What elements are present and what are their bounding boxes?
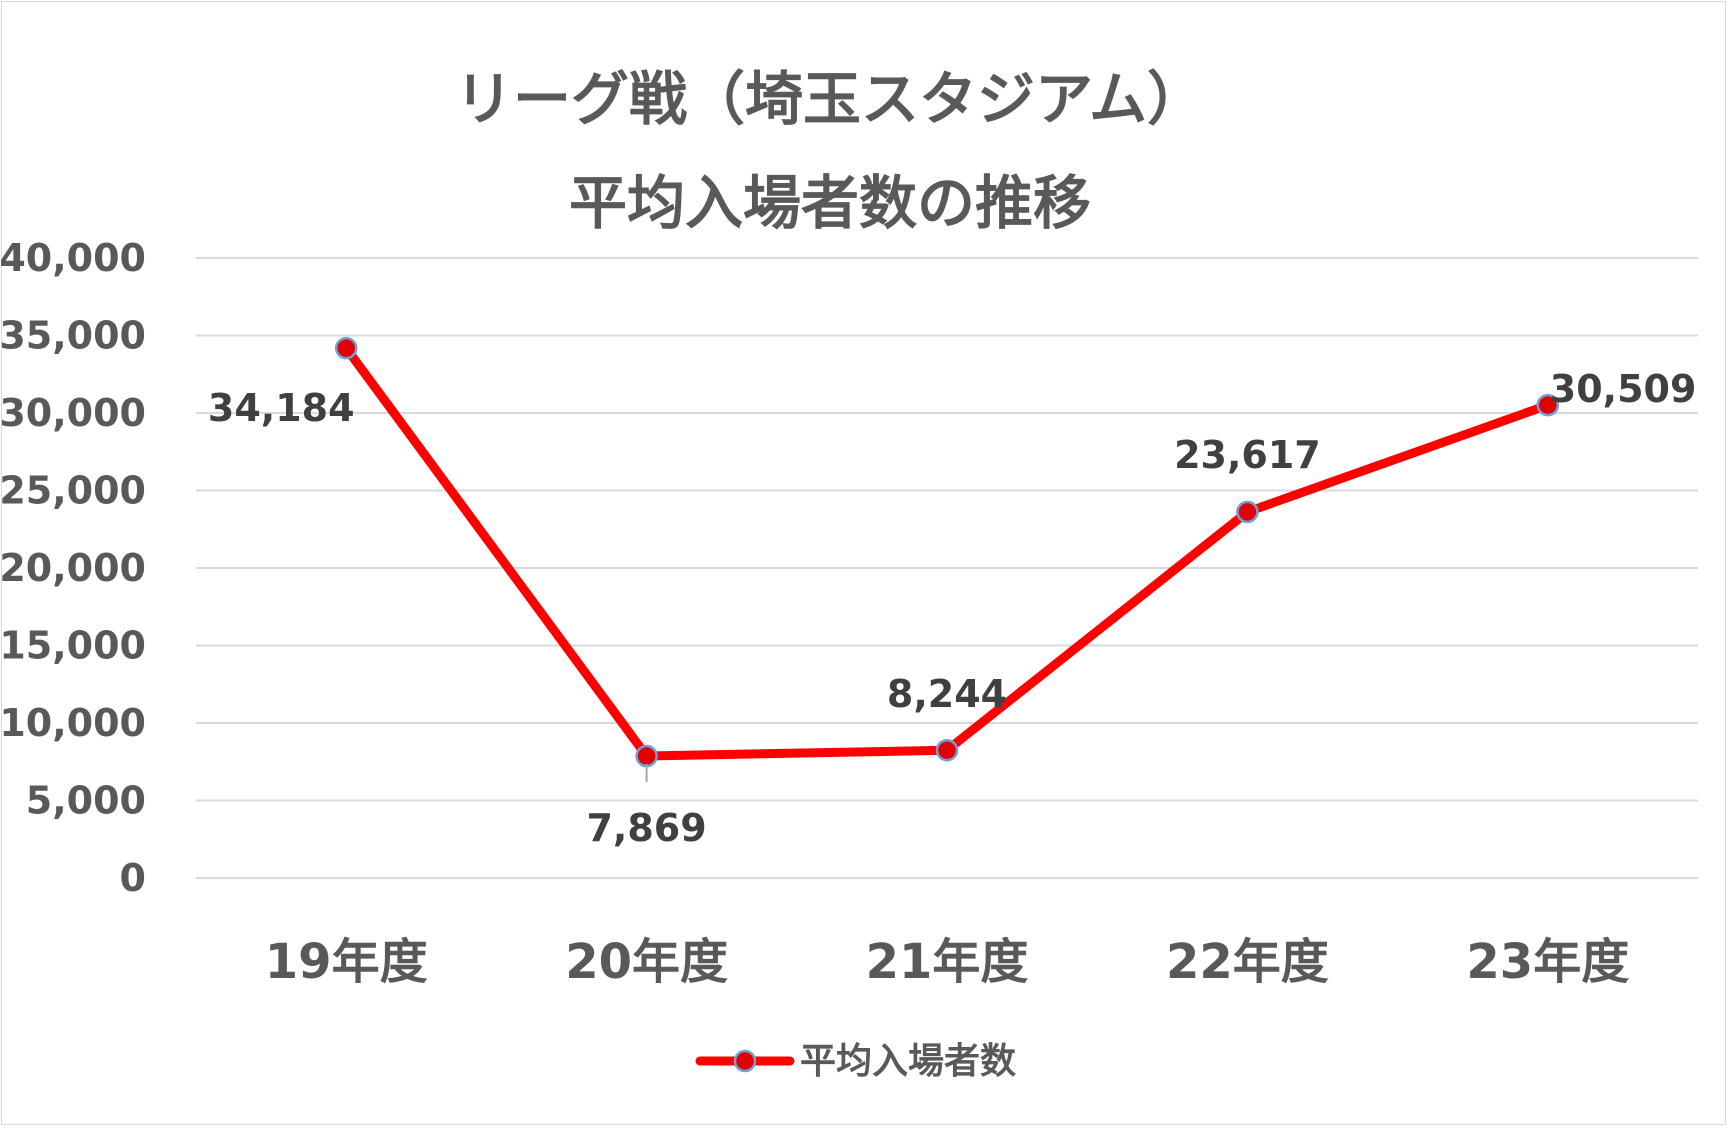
x-tick-label: 21年度 [866,934,1029,990]
legend: 平均入場者数 [695,1041,1016,1082]
data-point [1536,393,1560,417]
x-tick-label: 22年度 [1166,934,1329,990]
y-tick-label: 30,000 [0,391,146,435]
legend-marker-swatch [733,1049,757,1073]
y-tick-label: 20,000 [0,546,146,590]
x-tick-label: 23年度 [1466,934,1629,990]
data-label: 30,509 [1550,367,1697,411]
x-tick-label: 20年度 [565,934,728,990]
data-point [935,738,959,762]
data-labels: 34,184 7,869 8,244 23,617 30,509 [208,367,1697,850]
data-point [635,744,658,768]
y-tick-label: 5,000 [26,779,146,823]
legend-label: 平均入場者数 [800,1041,1016,1082]
data-point [334,336,358,360]
chart-title-line-1: リーグ戦（埼玉スタジアム） [455,65,1205,133]
y-tick-label: 15,000 [0,624,146,668]
data-label: 34,184 [208,386,355,430]
series-markers [334,336,1560,768]
data-label: 8,244 [887,672,1007,716]
data-point [1236,500,1259,524]
x-axis-ticks: 19年度 20年度 21年度 22年度 23年度 [265,934,1629,990]
y-tick-label: 40,000 [0,236,146,280]
y-tick-label: 35,000 [0,314,146,358]
x-tick-label: 19年度 [265,934,428,990]
y-tick-label: 0 [120,856,146,900]
data-label: 7,869 [586,806,706,850]
data-label: 23,617 [1174,433,1321,477]
y-tick-label: 25,000 [0,469,146,513]
chart-title-line-2: 平均入場者数の推移 [568,169,1091,237]
y-tick-label: 10,000 [0,701,146,745]
y-axis-ticks: 0 5,000 10,000 15,000 20,000 25,000 30,000 35,0… [0,236,146,900]
gridlines [196,257,1698,879]
